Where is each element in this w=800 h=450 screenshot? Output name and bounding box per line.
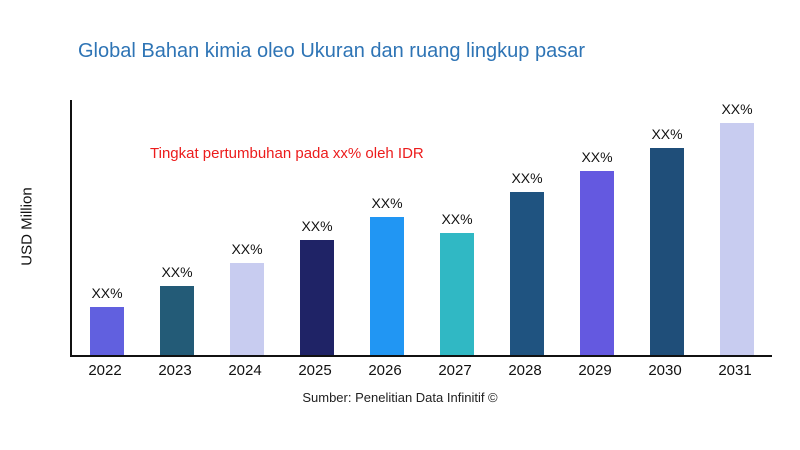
- bar-2027: [440, 232, 474, 355]
- bar-value-label-2024: XX%: [231, 241, 263, 258]
- bar-slot-2031: XX%: [702, 100, 772, 355]
- bar-slot-2026: XX%: [352, 100, 422, 355]
- plot-area: XX% XX% XX% XX% XX% XX% XX% XX% XX% XX%: [70, 100, 772, 357]
- bar-value-label-2026: XX%: [371, 195, 403, 212]
- bar-2030: [650, 148, 684, 355]
- bar-2028: [510, 191, 544, 355]
- x-axis-ticks: 2022 2023 2024 2025 2026 2027 2028 2029 2030 2031: [70, 362, 770, 379]
- y-axis-label: USD Million: [18, 187, 36, 266]
- x-tick-2022: 2022: [88, 362, 122, 379]
- bar-slot-2025: XX%: [282, 100, 352, 355]
- x-tick-2030: 2030: [648, 362, 682, 379]
- bar-value-label-2028: XX%: [511, 169, 543, 186]
- bar-2023: [160, 286, 194, 355]
- bar-2031: [720, 122, 754, 355]
- bar-slot-2030: XX%: [632, 100, 702, 355]
- bar-value-label-2031: XX%: [721, 100, 753, 117]
- bar-2026: [370, 217, 404, 355]
- bar-value-label-2023: XX%: [161, 264, 193, 281]
- bar-value-label-2025: XX%: [301, 218, 333, 235]
- x-tick-2024: 2024: [228, 362, 262, 379]
- bar-slot-2023: XX%: [142, 100, 212, 355]
- x-tick-2028: 2028: [508, 362, 542, 379]
- bars-group: XX% XX% XX% XX% XX% XX% XX% XX% XX% XX%: [72, 100, 772, 355]
- x-tick-2027: 2027: [438, 362, 472, 379]
- chart-title: Global Bahan kimia oleo Ukuran dan ruang…: [78, 40, 585, 62]
- bar-slot-2024: XX%: [212, 100, 282, 355]
- bar-value-label-2027: XX%: [441, 210, 473, 227]
- x-tick-2026: 2026: [368, 362, 402, 379]
- bar-2025: [300, 240, 334, 355]
- bar-slot-2028: XX%: [492, 100, 562, 355]
- bar-slot-2022: XX%: [72, 100, 142, 355]
- growth-rate-annotation: Tingkat pertumbuhan pada xx% oleh IDR: [150, 145, 424, 162]
- bar-2024: [230, 263, 264, 355]
- bar-slot-2027: XX%: [422, 100, 492, 355]
- x-tick-2029: 2029: [578, 362, 612, 379]
- source-caption: Sumber: Penelitian Data Infinitif ©: [302, 390, 498, 405]
- bar-value-label-2030: XX%: [651, 126, 683, 143]
- bar-2022: [90, 306, 124, 355]
- bar-value-label-2022: XX%: [91, 284, 123, 301]
- x-tick-2031: 2031: [718, 362, 752, 379]
- x-tick-2023: 2023: [158, 362, 192, 379]
- bar-value-label-2029: XX%: [581, 149, 613, 166]
- bar-2029: [580, 171, 614, 355]
- bar-slot-2029: XX%: [562, 100, 632, 355]
- x-tick-2025: 2025: [298, 362, 332, 379]
